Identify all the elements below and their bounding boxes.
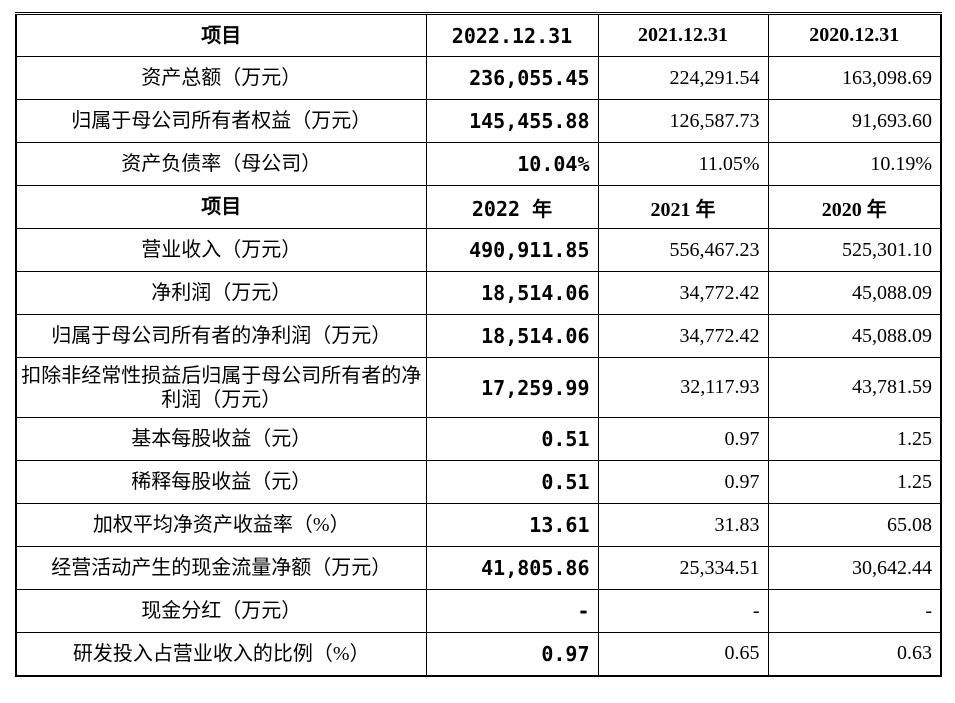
value-cell: 34,772.42 (597, 271, 769, 315)
value-cell: 10.04% (425, 142, 599, 186)
row-label: 归属于母公司所有者的净利润（万元） (15, 314, 427, 358)
value-cell: 10.19% (767, 142, 942, 186)
data-row: 扣除非经常性损益后归属于母公司所有者的净利润（万元） 17,259.99 32,11… (15, 357, 942, 418)
value-cell: 0.97 (597, 460, 769, 504)
data-row: 现金分红（万元） - - - (15, 589, 942, 633)
row-label: 归属于母公司所有者权益（万元） (15, 99, 427, 143)
header-cell: 2020 年 (767, 185, 942, 229)
value-cell: 0.63 (767, 632, 942, 676)
value-cell: 91,693.60 (767, 99, 942, 143)
header-cell: 项目 (15, 12, 427, 57)
value-cell: 126,587.73 (597, 99, 769, 143)
value-cell: 11.05% (597, 142, 769, 186)
value-cell: 163,098.69 (767, 56, 942, 100)
value-cell: 0.97 (597, 417, 769, 461)
data-row: 资产总额（万元） 236,055.45 224,291.54 163,098.69 (15, 56, 942, 100)
value-cell: - (597, 589, 769, 633)
row-label: 净利润（万元） (15, 271, 427, 315)
value-cell: 1.25 (767, 460, 942, 504)
value-cell: 43,781.59 (767, 357, 942, 418)
value-cell: 0.65 (597, 632, 769, 676)
value-cell: 0.51 (425, 460, 599, 504)
data-row: 基本每股收益（元） 0.51 0.97 1.25 (15, 417, 942, 461)
value-cell: 18,514.06 (425, 271, 599, 315)
row-label: 资产负债率（母公司） (15, 142, 427, 186)
value-cell: 65.08 (767, 503, 942, 547)
value-cell: 45,088.09 (767, 271, 942, 315)
value-cell: 32,117.93 (597, 357, 769, 418)
value-cell: 224,291.54 (597, 56, 769, 100)
data-row: 净利润（万元） 18,514.06 34,772.42 45,088.09 (15, 271, 942, 315)
value-cell: 18,514.06 (425, 314, 599, 358)
value-cell: 34,772.42 (597, 314, 769, 358)
value-cell: 41,805.86 (425, 546, 599, 590)
row-label: 研发投入占营业收入的比例（%） (15, 632, 427, 676)
header-cell: 项目 (15, 185, 427, 229)
data-row: 经营活动产生的现金流量净额（万元） 41,805.86 25,334.51 30,64… (15, 546, 942, 590)
value-cell: 13.61 (425, 503, 599, 547)
header-cell: 2021.12.31 (597, 12, 769, 57)
row-label: 扣除非经常性损益后归属于母公司所有者的净利润（万元） (15, 357, 427, 418)
row-label: 资产总额（万元） (15, 56, 427, 100)
row-label: 营业收入（万元） (15, 228, 427, 272)
header-cell: 2022 年 (425, 185, 599, 229)
data-row: 资产负债率（母公司） 10.04% 11.05% 10.19% (15, 142, 942, 186)
row-label: 加权平均净资产收益率（%） (15, 503, 427, 547)
data-table: 项目 2022.12.31 2021.12.31 2020.12.31 资产总额（万元）… (15, 12, 942, 677)
header-cell: 2022.12.31 (425, 12, 599, 57)
value-cell: - (767, 589, 942, 633)
value-cell: 17,259.99 (425, 357, 599, 418)
value-cell: 31.83 (597, 503, 769, 547)
table-body: 项目 2022.12.31 2021.12.31 2020.12.31 资产总额（万元）… (15, 12, 942, 676)
value-cell: 30,642.44 (767, 546, 942, 590)
value-cell: 25,334.51 (597, 546, 769, 590)
value-cell: 0.97 (425, 632, 599, 676)
row-label: 经营活动产生的现金流量净额（万元） (15, 546, 427, 590)
value-cell: 45,088.09 (767, 314, 942, 358)
value-cell: 490,911.85 (425, 228, 599, 272)
value-cell: 1.25 (767, 417, 942, 461)
data-row: 加权平均净资产收益率（%） 13.61 31.83 65.08 (15, 503, 942, 547)
value-cell: 236,055.45 (425, 56, 599, 100)
data-row: 归属于母公司所有者的净利润（万元） 18,514.06 34,772.42 45,08… (15, 314, 942, 358)
data-row: 营业收入（万元） 490,911.85 556,467.23 525,301.10 (15, 228, 942, 272)
data-row: 归属于母公司所有者权益（万元） 145,455.88 126,587.73 91,69… (15, 99, 942, 143)
data-row: 研发投入占营业收入的比例（%） 0.97 0.65 0.63 (15, 632, 942, 676)
value-cell: 556,467.23 (597, 228, 769, 272)
row-label: 基本每股收益（元） (15, 417, 427, 461)
header-cell: 2020.12.31 (767, 12, 942, 57)
value-cell: 145,455.88 (425, 99, 599, 143)
header-cell: 2021 年 (597, 185, 769, 229)
table-container: 项目 2022.12.31 2021.12.31 2020.12.31 资产总额（万元）… (15, 12, 942, 677)
value-cell: 525,301.10 (767, 228, 942, 272)
row-label: 稀释每股收益（元） (15, 460, 427, 504)
data-row: 稀释每股收益（元） 0.51 0.97 1.25 (15, 460, 942, 504)
value-cell: - (425, 589, 599, 633)
header-row: 项目 2022 年 2021 年 2020 年 (15, 185, 942, 229)
value-cell: 0.51 (425, 417, 599, 461)
header-row: 项目 2022.12.31 2021.12.31 2020.12.31 (15, 12, 942, 57)
row-label: 现金分红（万元） (15, 589, 427, 633)
